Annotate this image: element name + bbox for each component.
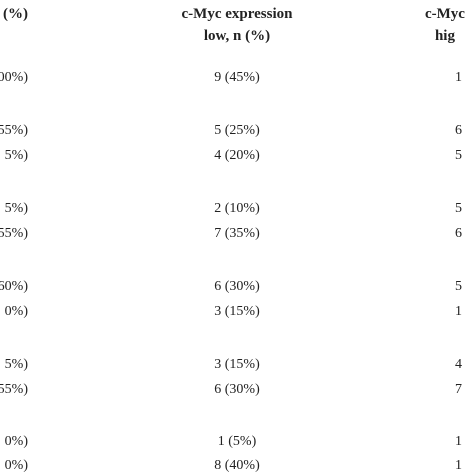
table-cell: 0%) <box>4 458 28 473</box>
table-cell: 0%) <box>4 434 28 449</box>
table-cell: 1 <box>455 70 462 85</box>
table-cell: 4 <box>455 357 462 372</box>
table-cell: 6 <box>455 226 462 241</box>
table-cell: 7 <box>455 382 462 397</box>
table-cell: 3 (15%) <box>214 304 260 319</box>
header-cell: n (%) <box>2 6 28 22</box>
table-cell: 4 (20%) <box>214 148 260 163</box>
table-cell: 9 (45%) <box>214 70 260 85</box>
table-cell: 55%) <box>0 382 28 397</box>
table-cell: 0%) <box>4 304 28 319</box>
table-cell: 7 (35%) <box>214 226 260 241</box>
table-cell: 1 <box>455 458 462 473</box>
table-cell: 5 <box>455 148 462 163</box>
table-cell: 5%) <box>4 201 28 216</box>
table-cell: 5 <box>455 279 462 294</box>
table-cell: 1 <box>455 434 462 449</box>
table-cell: 5 <box>455 201 462 216</box>
table-cell: 5%) <box>4 148 28 163</box>
header-cell: c-Myc expression low, n (%) <box>181 6 293 44</box>
table-cell: 1 (5%) <box>217 434 257 449</box>
table-cell: 1 <box>455 304 462 319</box>
table-cell: 5%) <box>4 357 28 372</box>
table-cell: 3 (15%) <box>214 357 260 372</box>
table-cell: 00%) <box>0 70 28 85</box>
table-cell: 60%) <box>0 279 28 294</box>
table-cell: 55%) <box>0 226 28 241</box>
table-cell: 6 (30%) <box>214 382 260 397</box>
table-cell: 2 (10%) <box>214 201 260 216</box>
table-cell: 6 (30%) <box>214 279 260 294</box>
table-cell: 6 <box>455 123 462 138</box>
table-cell: 8 (40%) <box>214 458 260 473</box>
table-cell: 55%) <box>0 123 28 138</box>
table-cell: 5 (25%) <box>214 123 260 138</box>
header-cell: c-Myc hig <box>425 6 465 44</box>
